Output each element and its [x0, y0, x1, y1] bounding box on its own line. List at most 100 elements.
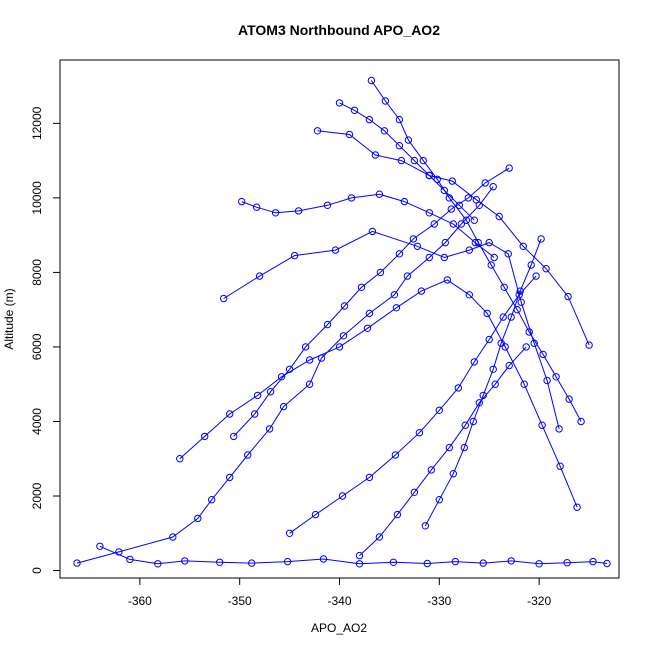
data-point [169, 533, 177, 541]
data-point [505, 164, 513, 172]
data-point [73, 559, 81, 567]
data-point [363, 324, 372, 332]
data-point [253, 391, 262, 400]
data-point [555, 425, 563, 433]
data-point [335, 99, 344, 107]
data-point [485, 238, 493, 247]
data-point [497, 339, 505, 347]
chart-title: ATOM3 Northbound APO_AO2 [238, 22, 440, 38]
data-series [73, 76, 611, 568]
data-point [410, 488, 419, 496]
data-point [519, 242, 527, 251]
data-point [395, 142, 404, 150]
series-line [233, 167, 510, 437]
data-point [435, 496, 443, 504]
y-tick-label: 8000 [30, 259, 44, 286]
data-point [265, 425, 274, 433]
data-point [537, 235, 545, 243]
data-point [487, 261, 495, 269]
data-point [368, 227, 377, 236]
data-point [391, 451, 400, 459]
series-6 [176, 276, 581, 511]
data-point [585, 341, 593, 349]
data-point [290, 251, 299, 260]
data-point [441, 238, 449, 247]
data-point [552, 373, 560, 381]
data-point [465, 246, 473, 254]
y-tick-label: 2000 [30, 482, 44, 509]
data-point [465, 291, 473, 299]
data-point [522, 343, 530, 351]
data-point [440, 253, 448, 262]
data-point [565, 395, 573, 403]
data-point [216, 558, 224, 566]
data-point [470, 216, 478, 224]
data-point [489, 183, 497, 191]
data-point [335, 343, 344, 351]
x-tick-label: -330 [427, 594, 451, 608]
series-line [223, 230, 560, 430]
data-point [248, 559, 256, 567]
y-tick-label: 4000 [30, 408, 44, 435]
y-tick-label: 10000 [30, 181, 44, 215]
data-point [489, 365, 497, 373]
data-point [603, 559, 611, 568]
data-point [425, 171, 433, 180]
data-point [435, 406, 443, 414]
series-3 [96, 542, 611, 568]
data-point [485, 335, 493, 344]
data-point [507, 557, 515, 565]
data-point [479, 391, 487, 400]
data-point [564, 292, 572, 301]
data-point [527, 261, 535, 269]
data-point [389, 558, 398, 566]
data-point [367, 76, 376, 85]
data-point [501, 343, 509, 351]
data-point [481, 179, 489, 187]
data-point [294, 207, 303, 215]
data-point [279, 402, 288, 411]
data-point [462, 216, 470, 224]
plot-frame [59, 59, 620, 579]
data-point [409, 235, 418, 243]
data-point [277, 373, 286, 381]
data-point [447, 205, 455, 213]
series-line [424, 238, 542, 527]
series-line [359, 346, 527, 556]
data-point [126, 555, 134, 564]
series-7 [285, 272, 540, 537]
data-point [472, 196, 480, 204]
data-point [589, 557, 597, 566]
data-point [417, 287, 426, 295]
data-point [490, 253, 498, 262]
data-point [515, 291, 523, 299]
data-point [338, 492, 347, 500]
data-point [425, 253, 433, 262]
data-point [577, 417, 585, 426]
data-point [355, 551, 364, 560]
data-point [538, 421, 546, 429]
data-point [357, 283, 366, 291]
data-point [365, 473, 374, 482]
series-5 [220, 227, 563, 433]
data-point [96, 542, 104, 550]
data-point [430, 220, 438, 228]
series-10 [238, 190, 498, 262]
data-point [347, 194, 356, 202]
data-point [419, 156, 427, 165]
data-point [404, 136, 413, 144]
data-point [323, 201, 332, 210]
series-11 [335, 99, 478, 224]
data-point [445, 443, 453, 452]
data-point [542, 265, 550, 273]
x-axis-label: APO_AO2 [311, 621, 367, 635]
data-point [355, 560, 364, 568]
data-point [400, 197, 409, 206]
data-point [323, 320, 332, 329]
data-point [395, 250, 404, 258]
data-point [311, 510, 320, 519]
data-point [376, 268, 385, 277]
data-point [230, 432, 238, 441]
data-point [460, 443, 468, 452]
